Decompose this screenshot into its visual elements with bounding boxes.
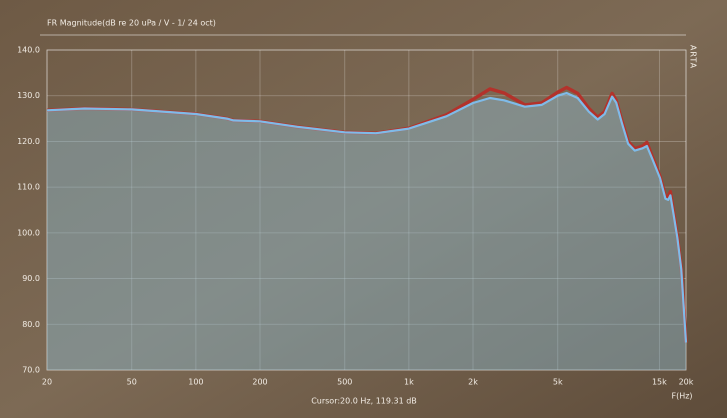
y-tick-label: 100.0 <box>17 228 40 237</box>
cursor-readout: Cursor:20.0 Hz, 119.31 dB <box>311 397 417 406</box>
x-axis-label: F(Hz) <box>671 392 692 401</box>
watermark: ARTA <box>689 45 698 69</box>
y-tick-label: 80.0 <box>22 320 40 329</box>
y-tick-label: 130.0 <box>17 91 40 100</box>
y-tick-label: 120.0 <box>17 137 40 146</box>
x-tick-label: 15k <box>652 378 667 387</box>
x-tick-label: 50 <box>127 378 137 387</box>
plot-frame <box>46 49 687 371</box>
x-tick-label: 1k <box>404 378 414 387</box>
x-tick-label: 20k <box>679 378 694 387</box>
y-tick-label: 140.0 <box>17 46 40 55</box>
x-tick-label: 500 <box>337 378 352 387</box>
x-tick-label: 2k <box>468 378 478 387</box>
y-tick-label: 90.0 <box>22 274 40 283</box>
x-tick-label: 5k <box>553 378 563 387</box>
line <box>46 91 688 343</box>
x-tick-label: 100 <box>188 378 203 387</box>
chart-title: FR Magnitude(dB re 20 uPa / V - 1/ 24 oc… <box>47 19 216 28</box>
x-tick-label: 200 <box>252 378 267 387</box>
x-tick-label: 20 <box>42 378 52 387</box>
y-tick-label: 110.0 <box>17 183 40 192</box>
y-tick-label: 70.0 <box>22 366 40 375</box>
area <box>47 93 686 370</box>
